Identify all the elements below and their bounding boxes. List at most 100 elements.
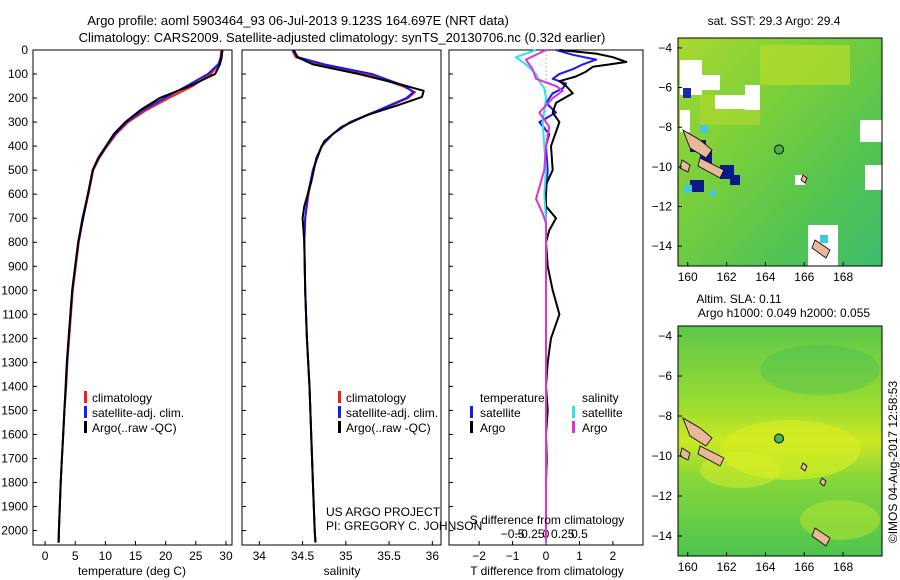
series-line-s-argo xyxy=(524,49,564,543)
sla-map-frame xyxy=(677,325,883,557)
salinity-panel: 34 34.5 35 35.5 36 salinity climatology sate… xyxy=(241,49,482,578)
difference-legend: temperature satellite Argo salinity sate… xyxy=(470,391,623,435)
series-line-satellite xyxy=(57,49,224,543)
lon-tick-label: 160 xyxy=(678,560,698,574)
depth-tick-label: 500 xyxy=(8,163,28,177)
depth-tick-label: 400 xyxy=(8,139,28,153)
legend-swatch-s-argo xyxy=(572,421,575,433)
x-tick-label: 35.5 xyxy=(377,549,401,563)
argo-float-marker xyxy=(774,433,784,444)
series-line-t-argo xyxy=(545,49,628,543)
temperature-series xyxy=(57,49,224,543)
depth-tick-label: 1900 xyxy=(1,500,28,514)
depth-tick-label: 1800 xyxy=(1,476,28,490)
x-tick-label: 34 xyxy=(253,549,267,563)
depth-tick-label: 1000 xyxy=(1,283,28,297)
lat-tick-label: −10 xyxy=(652,160,673,174)
legend-swatch-t-argo xyxy=(470,421,473,433)
depth-tick-label: 800 xyxy=(8,235,28,249)
depth-tick-label: 100 xyxy=(8,67,28,81)
legend-label-s-argo: Argo xyxy=(582,421,608,435)
depth-tick-label: 300 xyxy=(8,115,28,129)
x-tick-label: 20 xyxy=(159,549,173,563)
sla-map-axes: 160 162 164 166 168 −4 −6 −8 −10 −12 −14 xyxy=(652,329,854,574)
lat-tick-label: −4 xyxy=(658,329,672,343)
depth-tick-label: 200 xyxy=(8,91,28,105)
x-tick-label: −2 xyxy=(472,549,486,563)
top-x-tick-label: 0.25 xyxy=(551,527,575,541)
legend-swatch-climatology xyxy=(338,391,341,403)
legend-title-temperature: temperature xyxy=(480,391,545,405)
depth-axis: 0 100 200 300 400 500 600 700 800 900 1000 1100 1200… xyxy=(1,43,37,538)
lat-tick-label: −14 xyxy=(652,529,673,543)
sst-map-panel: sat. SST: 29.3 Argo: 29.4 xyxy=(652,14,883,284)
lon-tick-label: 166 xyxy=(794,560,814,574)
difference-xlabel: T difference from climatology xyxy=(470,564,624,578)
lon-tick-label: 160 xyxy=(678,270,698,284)
lat-tick-label: −10 xyxy=(652,449,673,463)
depth-tick-label: 1400 xyxy=(1,379,28,393)
lon-tick-label: 168 xyxy=(833,270,853,284)
legend-label-t-satellite: satellite xyxy=(480,406,521,420)
legend-swatch-t-satellite xyxy=(470,406,473,418)
x-tick-label: 2 xyxy=(610,549,617,563)
lat-tick-label: −12 xyxy=(652,200,673,214)
legend-swatch-satellite xyxy=(84,406,87,418)
legend-label-climatology: climatology xyxy=(346,391,406,405)
top-x-tick-label: −0.5 xyxy=(501,527,525,541)
x-tick-label: 0 xyxy=(543,549,550,563)
depth-tick-label: 1700 xyxy=(1,451,28,465)
x-tick-label: 36 xyxy=(426,549,440,563)
sst-map-axes: 160 162 164 166 168 −4 −6 −8 −10 −12 −14 xyxy=(652,41,854,284)
legend-label-satellite: satellite-adj. clim. xyxy=(92,406,184,420)
difference-panel: −2 −1 0 1 2−0.5−0.250 0.250.5 S difference fr… xyxy=(448,49,644,578)
x-tick-label: −1 xyxy=(506,549,520,563)
figure-title-line2: Climatology: CARS2009. Satellite-adjuste… xyxy=(79,30,606,45)
x-tick-label: 25 xyxy=(189,549,203,563)
lon-tick-label: 162 xyxy=(717,270,737,284)
sst-map-title: sat. SST: 29.3 Argo: 29.4 xyxy=(708,14,841,28)
salinity-series xyxy=(291,49,425,543)
top-x-tick-label: 0.5 xyxy=(571,527,588,541)
depth-tick-label: 1500 xyxy=(1,403,28,417)
depth-tick-label: 0 xyxy=(21,43,28,57)
lon-tick-label: 168 xyxy=(833,560,853,574)
legend-label-satellite: satellite-adj. clim. xyxy=(346,406,438,420)
sst-map-frame xyxy=(677,37,883,267)
top-x-tick-label: −0.25 xyxy=(514,527,545,541)
salinity-xlabel: salinity xyxy=(324,564,361,578)
depth-tick-label: 900 xyxy=(8,259,28,273)
salinity-axis: 34 34.5 35 35.5 36 xyxy=(242,49,440,563)
project-credit: US ARGO PROJECT xyxy=(326,505,441,519)
sla-map-title-line2: Argo h1000: 0.049 h2000: 0.055 xyxy=(698,306,870,320)
imos-timestamp: ©IMOS 04-Aug-2017 12:58:53 xyxy=(886,381,900,544)
x-tick-label: 0 xyxy=(42,549,49,563)
depth-tick-label: 1100 xyxy=(2,307,28,321)
temperature-panel: 0100200300400500600700800900100011001200… xyxy=(1,43,233,578)
x-tick-label: 34.5 xyxy=(291,549,315,563)
depth-tick-label: 1300 xyxy=(1,355,28,369)
figure-title-line1: Argo profile: aoml 5903464_93 06-Jul-201… xyxy=(87,13,509,28)
lat-tick-label: −6 xyxy=(658,81,672,95)
temperature-axes-box xyxy=(32,49,233,546)
lat-tick-label: −12 xyxy=(652,489,673,503)
difference-xlabel-top: S difference from climatology xyxy=(470,513,625,527)
x-tick-label: 10 xyxy=(99,549,113,563)
depth-tick-label: 2000 xyxy=(1,524,28,538)
lat-tick-label: −8 xyxy=(658,409,672,423)
sla-map-title-line1: Altim. SLA: 0.11 xyxy=(696,292,781,306)
difference-series xyxy=(514,49,628,543)
argo-float-marker xyxy=(774,144,784,155)
pi-credit: PI: GREGORY C. JOHNSON xyxy=(326,519,482,533)
legend-swatch-argo xyxy=(84,421,87,433)
depth-tick-label: 1200 xyxy=(1,331,28,345)
series-line-climatology xyxy=(57,49,223,543)
lat-tick-label: −4 xyxy=(658,41,672,55)
x-tick-label: 15 xyxy=(129,549,143,563)
lon-tick-label: 162 xyxy=(717,560,737,574)
temperature-axis: 0 5 10 15 20 25 30 xyxy=(42,541,233,563)
x-tick-label: 30 xyxy=(219,549,233,563)
temperature-xlabel: temperature (deg C) xyxy=(78,564,186,578)
legend-label-argo: Argo(..raw -QC) xyxy=(346,421,431,435)
